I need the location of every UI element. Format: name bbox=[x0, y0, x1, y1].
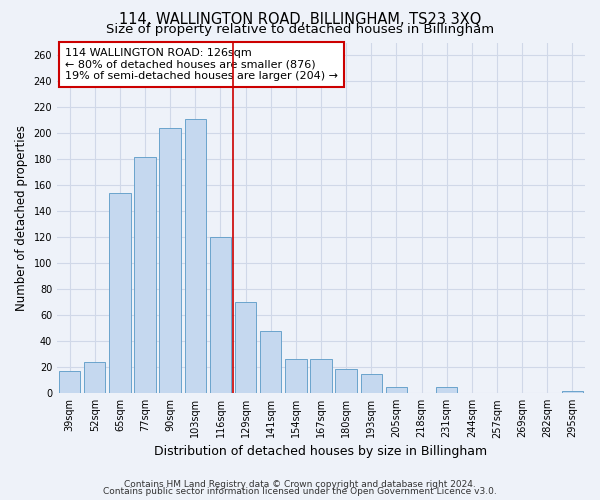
Bar bbox=[436, 386, 457, 393]
Bar bbox=[361, 374, 382, 393]
Bar bbox=[185, 119, 206, 393]
Text: Size of property relative to detached houses in Billingham: Size of property relative to detached ho… bbox=[106, 22, 494, 36]
Bar bbox=[160, 128, 181, 393]
Y-axis label: Number of detached properties: Number of detached properties bbox=[15, 125, 28, 311]
Bar bbox=[235, 302, 256, 393]
Text: Contains HM Land Registry data © Crown copyright and database right 2024.: Contains HM Land Registry data © Crown c… bbox=[124, 480, 476, 489]
Bar bbox=[386, 386, 407, 393]
Bar bbox=[285, 360, 307, 393]
Bar bbox=[134, 157, 156, 393]
Bar bbox=[109, 193, 131, 393]
Bar bbox=[210, 238, 231, 393]
Text: 114 WALLINGTON ROAD: 126sqm
← 80% of detached houses are smaller (876)
19% of se: 114 WALLINGTON ROAD: 126sqm ← 80% of det… bbox=[65, 48, 338, 81]
Text: 114, WALLINGTON ROAD, BILLINGHAM, TS23 3XQ: 114, WALLINGTON ROAD, BILLINGHAM, TS23 3… bbox=[119, 12, 481, 28]
Text: Contains public sector information licensed under the Open Government Licence v3: Contains public sector information licen… bbox=[103, 488, 497, 496]
Bar bbox=[59, 371, 80, 393]
Bar bbox=[310, 360, 332, 393]
Bar bbox=[335, 368, 357, 393]
Bar bbox=[84, 362, 106, 393]
X-axis label: Distribution of detached houses by size in Billingham: Distribution of detached houses by size … bbox=[154, 444, 488, 458]
Bar bbox=[260, 331, 281, 393]
Bar bbox=[562, 390, 583, 393]
